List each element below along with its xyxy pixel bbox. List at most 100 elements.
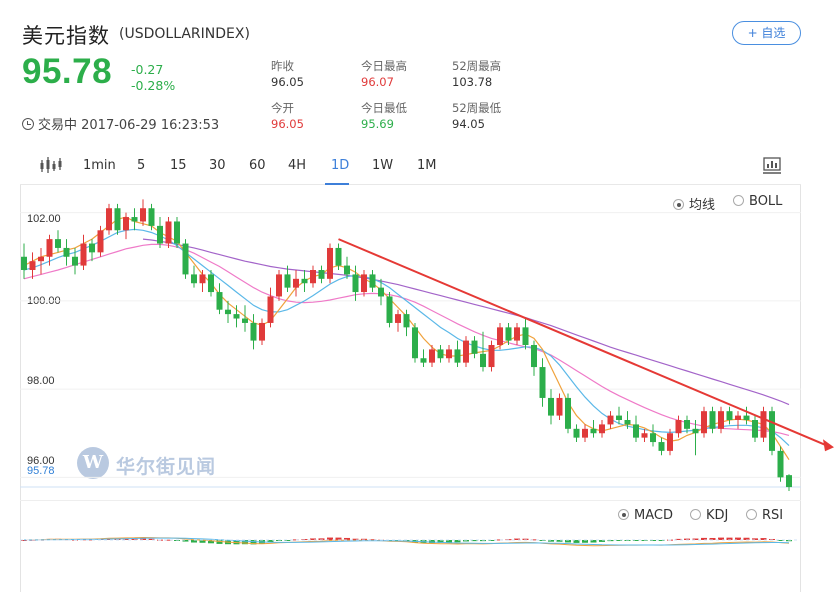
- candle-body: [497, 327, 503, 345]
- change-percent: -0.28%: [131, 78, 176, 93]
- candle-body: [369, 274, 376, 288]
- interval-1d[interactable]: 1D: [331, 158, 350, 173]
- macd-bar: [701, 537, 707, 540]
- overlay-ma-option[interactable]: 均线: [673, 194, 715, 213]
- chart-toolbar: 1min 5 15 30 60 4H 1D 1W 1M: [20, 146, 801, 185]
- candle-body: [633, 424, 639, 438]
- interval-1w[interactable]: 1W: [372, 158, 394, 173]
- macd-bar: [573, 540, 580, 543]
- macd-bar: [318, 538, 325, 540]
- candle-body: [148, 208, 155, 226]
- candle-body: [565, 397, 571, 429]
- candle-body: [743, 415, 750, 420]
- candle-body: [225, 309, 231, 315]
- candle-body: [386, 296, 393, 323]
- watermark-logo: W: [77, 447, 109, 479]
- candle-body: [89, 243, 95, 253]
- candle-body: [80, 243, 87, 266]
- price-change: -0.27 -0.28%: [131, 62, 175, 94]
- candle-body: [777, 450, 784, 478]
- macd-bar: [310, 538, 316, 540]
- candle-body: [420, 358, 427, 363]
- candle-body: [505, 327, 512, 341]
- candle-body: [335, 247, 342, 266]
- macd-bar: [165, 539, 172, 541]
- candle-body: [769, 411, 775, 451]
- stat-label: 今日最低: [361, 101, 407, 115]
- candle-body: [191, 274, 197, 284]
- candle-body: [667, 433, 673, 451]
- interval-1m[interactable]: 1M: [417, 158, 437, 173]
- macd-bar: [531, 539, 537, 541]
- candle-body: [72, 256, 78, 266]
- interval-60[interactable]: 60: [249, 158, 266, 173]
- indicator-macd-option[interactable]: MACD: [618, 508, 673, 523]
- trend-arrowhead: [823, 439, 834, 452]
- candle-body: [21, 256, 27, 270]
- stat-prev-close: 昨收 96.05: [271, 58, 304, 90]
- candle-body: [310, 270, 316, 284]
- candlestick-type-icon[interactable]: [40, 156, 64, 176]
- candle-body: [182, 243, 189, 275]
- candle-body: [752, 420, 758, 438]
- candle-body: [531, 345, 537, 368]
- candle-body: [446, 349, 452, 359]
- macd-bar: [182, 540, 189, 542]
- candle-body: [199, 274, 206, 284]
- stat-52w-high: 52周最高 103.78: [452, 58, 501, 90]
- macd-bar: [718, 537, 724, 540]
- candle-body: [624, 420, 631, 425]
- trading-status: 交易中 2017-06-29 16:23:53: [22, 114, 219, 133]
- candle-body: [216, 292, 223, 310]
- macd-bar: [548, 540, 554, 542]
- macd-bar: [565, 540, 571, 543]
- interval-30[interactable]: 30: [209, 158, 226, 173]
- macd-bar: [267, 540, 274, 543]
- macd-bar: [250, 540, 257, 545]
- indicator-rsi-option[interactable]: RSI: [746, 508, 783, 523]
- macd-bar: [488, 540, 495, 541]
- ma60-line: [142, 238, 790, 406]
- candle-body: [327, 247, 333, 279]
- candle-body: [242, 318, 248, 323]
- macd-bar: [633, 540, 639, 541]
- stat-label: 52周最高: [452, 59, 502, 73]
- clock-icon: [22, 118, 34, 130]
- candle-body: [301, 278, 308, 284]
- interval-15[interactable]: 15: [170, 158, 187, 173]
- candle-body: [97, 230, 104, 253]
- candle-body: [488, 345, 495, 368]
- stat-value: 95.69: [361, 117, 394, 131]
- candle-body: [250, 322, 257, 341]
- page-title: 美元指数: [22, 24, 110, 48]
- macd-bar: [726, 537, 733, 540]
- watermark-text: 华尔街见闻: [116, 456, 217, 478]
- candle-body: [471, 340, 478, 354]
- interval-4h[interactable]: 4H: [288, 158, 307, 173]
- indicator-kdj-label: KDJ: [706, 508, 729, 523]
- active-interval-underline: [325, 183, 349, 185]
- candle-body: [63, 247, 70, 257]
- fullscreen-chart-icon[interactable]: [763, 157, 783, 175]
- candle-body: [123, 217, 129, 231]
- macd-bar: [131, 538, 138, 540]
- overlay-boll-option[interactable]: BOLL: [733, 194, 782, 209]
- status-text: 交易中 2017-06-29 16:23:53: [38, 118, 220, 133]
- macd-bar: [769, 538, 775, 540]
- macd-bar: [752, 538, 758, 540]
- interval-5[interactable]: 5: [137, 158, 146, 173]
- macd-bar: [454, 540, 461, 543]
- macd-bar: [140, 538, 146, 540]
- macd-bar: [344, 537, 350, 540]
- add-watchlist-button[interactable]: + 自选: [732, 21, 801, 45]
- candle-body: [786, 475, 792, 488]
- candle-body: [276, 274, 282, 297]
- candle-body: [454, 349, 461, 363]
- macd-bar: [514, 538, 520, 540]
- interval-1min[interactable]: 1min: [83, 158, 116, 173]
- candle-body: [174, 221, 180, 244]
- indicator-kdj-option[interactable]: KDJ: [690, 508, 728, 523]
- macd-bar: [777, 540, 784, 541]
